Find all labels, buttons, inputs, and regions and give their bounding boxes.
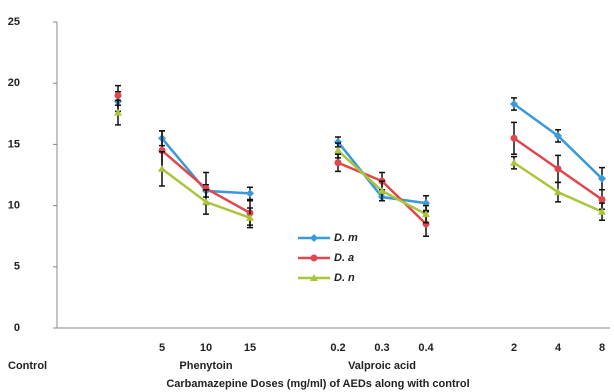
y-tick-label: 10 bbox=[8, 200, 20, 212]
group-label: Valproic acid bbox=[348, 360, 416, 372]
x-tick-label: 15 bbox=[244, 342, 256, 354]
marker bbox=[114, 108, 122, 116]
y-tick-label: 0 bbox=[14, 322, 20, 334]
marker bbox=[246, 189, 254, 198]
marker bbox=[114, 91, 122, 99]
marker bbox=[334, 137, 342, 146]
marker bbox=[554, 165, 562, 173]
marker bbox=[554, 188, 562, 196]
legend-label: D. m bbox=[334, 232, 358, 244]
marker bbox=[158, 164, 166, 172]
x-tick-label: Control bbox=[8, 360, 47, 372]
x-axis-title: Carbamazepine Doses (mg/ml) of AEDs alon… bbox=[166, 378, 469, 390]
legend-label: D. a bbox=[334, 252, 354, 264]
marker bbox=[598, 174, 606, 183]
x-tick-label: 2 bbox=[511, 342, 517, 354]
x-tick-label: 5 bbox=[159, 342, 165, 354]
marker bbox=[598, 195, 606, 203]
x-tick-label: 4 bbox=[555, 342, 562, 354]
marker bbox=[554, 131, 562, 140]
y-tick-label: 15 bbox=[8, 138, 20, 150]
marker bbox=[510, 100, 518, 109]
marker bbox=[310, 234, 318, 242]
marker bbox=[202, 197, 210, 205]
marker bbox=[422, 210, 430, 218]
marker bbox=[510, 158, 518, 166]
x-tick-label: 0.2 bbox=[330, 342, 345, 354]
marker bbox=[378, 186, 386, 194]
group-label: Phenytoin bbox=[179, 360, 232, 372]
y-tick-label: 20 bbox=[8, 77, 20, 89]
x-tick-label: 10 bbox=[200, 342, 212, 354]
x-tick-label: 0.4 bbox=[418, 342, 434, 354]
marker bbox=[310, 254, 318, 262]
marker bbox=[598, 207, 606, 215]
marker bbox=[334, 159, 342, 167]
x-tick-label: 8 bbox=[599, 342, 605, 354]
marker bbox=[310, 274, 318, 281]
marker bbox=[510, 134, 518, 142]
y-tick-label: 5 bbox=[14, 261, 20, 273]
marker bbox=[334, 146, 342, 154]
marker bbox=[246, 213, 254, 221]
y-tick-label: 25 bbox=[8, 16, 20, 28]
x-tick-label: 0.3 bbox=[374, 342, 389, 354]
legend-label: D. n bbox=[334, 272, 355, 284]
